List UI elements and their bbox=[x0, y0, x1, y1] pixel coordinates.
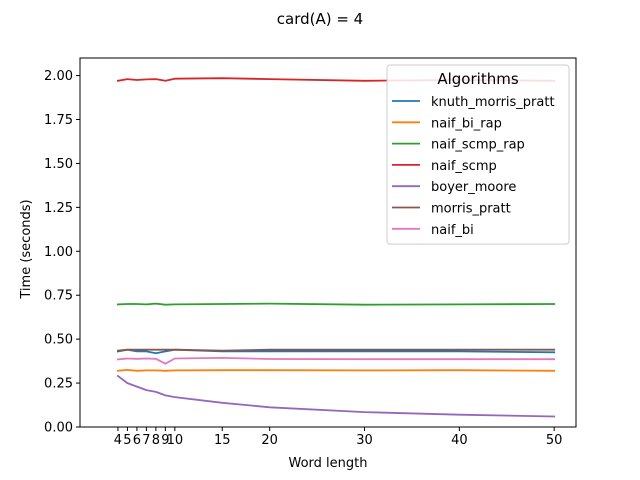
chart-title: card(A) = 4 bbox=[277, 10, 363, 28]
x-tick-label: 8 bbox=[152, 433, 160, 448]
x-tick-label: 6 bbox=[133, 433, 141, 448]
plot-area bbox=[116, 77, 556, 418]
y-tick-label: 1.25 bbox=[44, 201, 73, 216]
series-line-naif_scmp bbox=[116, 77, 556, 82]
y-tick-label: 2.00 bbox=[44, 69, 73, 84]
x-tick-label: 15 bbox=[214, 433, 231, 448]
x-tick-label: 9 bbox=[161, 433, 169, 448]
legend-label-naif_bi_rap: naif_bi_rap bbox=[431, 116, 502, 131]
legend-label-knuth_morris_pratt: knuth_morris_pratt bbox=[431, 95, 555, 110]
series-line-boyer_moore bbox=[116, 374, 556, 418]
x-tick-label: 30 bbox=[356, 433, 373, 448]
x-tick-label: 10 bbox=[167, 433, 184, 448]
y-tick-label: 0.00 bbox=[44, 421, 73, 436]
legend-label-naif_scmp: naif_scmp bbox=[431, 159, 497, 174]
legend-box bbox=[386, 64, 570, 245]
legend-title: Algorithms bbox=[437, 70, 518, 88]
axes: 4 5 6 7 8 910 15 20 30 40 50 0.00 0.25 0.50 0.75 1.00 1.… bbox=[44, 57, 577, 448]
y-tick-label: 1.50 bbox=[44, 157, 73, 172]
series-line-naif_bi_rap bbox=[116, 368, 556, 372]
x-tick-label: 20 bbox=[261, 433, 278, 448]
x-tick-label: 50 bbox=[546, 433, 563, 448]
x-tick-label: 5 bbox=[123, 433, 131, 448]
legend-label-naif_bi: naif_bi bbox=[431, 223, 474, 238]
legend: Algorithms knuth_morris_pratt naif_bi_rapn… bbox=[386, 64, 570, 245]
x-tick-label: 40 bbox=[451, 433, 468, 448]
y-tick-label: 1.75 bbox=[44, 113, 73, 128]
axes-frame bbox=[79, 57, 577, 428]
y-tick-label: 0.25 bbox=[44, 377, 73, 392]
y-tick-label: 0.75 bbox=[44, 289, 73, 304]
legend-label-morris_pratt: morris_pratt bbox=[431, 202, 511, 217]
y-tick-label: 0.50 bbox=[44, 333, 73, 348]
legend-label-boyer_moore: boyer_moore bbox=[431, 180, 516, 195]
y-axis-title: Time (seconds) bbox=[19, 199, 34, 299]
series-line-naif_bi bbox=[116, 356, 556, 365]
x-tick-label: 7 bbox=[142, 433, 150, 448]
legend-label-naif_scmp_rap: naif_scmp_rap bbox=[431, 138, 525, 153]
series-line-naif_scmp_rap bbox=[116, 302, 556, 306]
y-tick-label: 1.00 bbox=[44, 245, 73, 260]
x-axis-title: Word length bbox=[289, 456, 368, 471]
x-tick-label: 4 bbox=[114, 433, 122, 448]
series-line-morris_pratt bbox=[116, 348, 556, 352]
